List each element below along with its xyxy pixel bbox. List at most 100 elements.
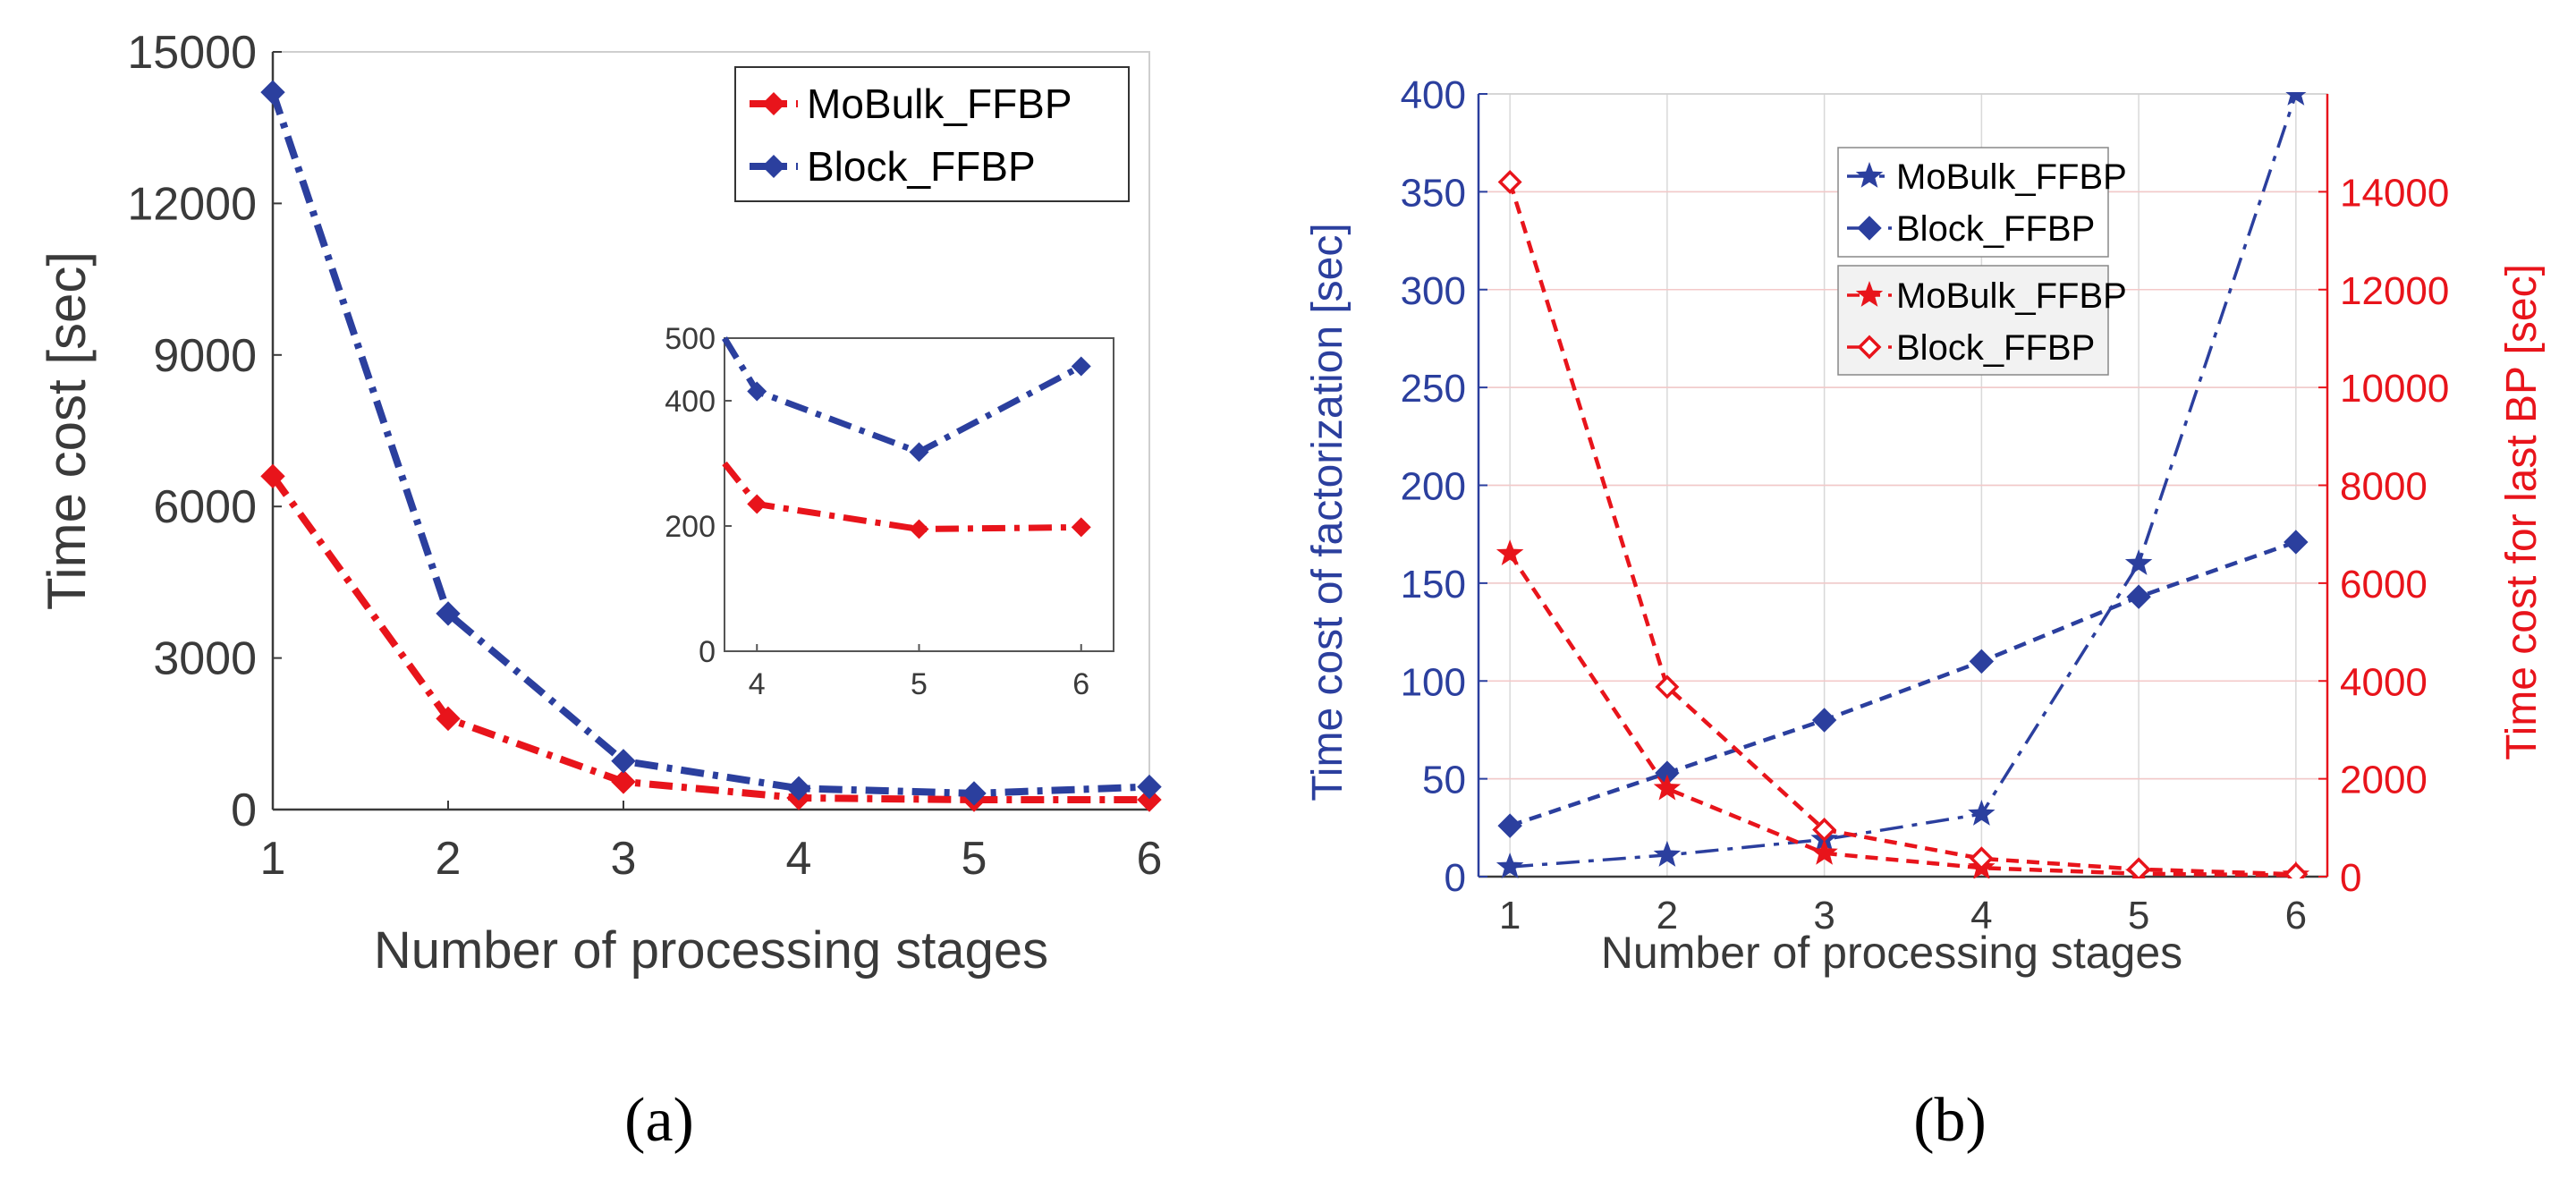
legend-marker-a — [762, 92, 785, 115]
x-tick-label-b: 2 — [1657, 894, 1678, 937]
inset-data-point — [1071, 517, 1091, 538]
inset-data-point — [1071, 356, 1091, 377]
x-tick-label-a: 4 — [786, 833, 812, 885]
data-point-b — [2284, 530, 2309, 555]
x-tick-label-a: 6 — [1137, 833, 1163, 885]
data-point-a — [436, 601, 461, 626]
y-tick-label-left-b: 200 — [1401, 465, 1466, 509]
inset-y-tick-label: 200 — [665, 510, 716, 544]
legend-label-a: MoBulk_FFBP — [807, 81, 1072, 127]
x-tick-label-b: 5 — [2128, 894, 2149, 937]
y-tick-label-right-b: 10000 — [2340, 367, 2449, 411]
legend-marker-b — [1855, 281, 1884, 307]
data-point-b — [1812, 818, 1837, 842]
legend-label-b: MoBulk_FFBP — [1896, 157, 2127, 197]
y-tick-label-left-b: 0 — [1445, 856, 1466, 900]
data-point-b — [1497, 169, 1522, 194]
data-point-b — [1655, 674, 1680, 700]
y-tick-label-a: 12000 — [127, 178, 257, 230]
data-point-b — [2285, 92, 2307, 106]
y-tick-label-right-b: 6000 — [2340, 563, 2428, 606]
series-line-b — [1509, 539, 2297, 828]
y-tick-label-left-b: 250 — [1401, 367, 1466, 411]
data-point-a — [260, 80, 285, 105]
y-axis-label-left-b: Time cost of factorization [sec] — [1304, 223, 1352, 801]
data-point-b — [1810, 838, 1838, 865]
inset-series-line — [722, 336, 1083, 456]
data-point-b — [1497, 813, 1522, 838]
data-point-a — [436, 706, 461, 732]
y-tick-label-left-b: 150 — [1401, 563, 1466, 606]
series-line-b — [1509, 93, 2298, 869]
x-axis-label-a: Number of processing stages — [374, 921, 1048, 980]
y-tick-label-left-b: 50 — [1422, 759, 1466, 802]
inset-y-tick-label: 500 — [665, 322, 716, 356]
data-point-b — [1811, 708, 1837, 733]
data-point-a — [260, 463, 285, 489]
data-point-b — [1653, 840, 1682, 867]
inset-a: 4 5 6 0 200 400 500 — [665, 322, 1114, 701]
inset-data-point — [747, 494, 767, 514]
legend-marker-b — [1857, 216, 1882, 241]
data-point-b — [1968, 800, 1996, 826]
inset-x-tick-label: 5 — [911, 667, 928, 701]
series-group-b — [1496, 92, 2310, 878]
y-tick-label-right-b: 4000 — [2340, 660, 2428, 704]
data-point-a — [786, 776, 811, 801]
data-point-b — [2124, 549, 2153, 575]
legend-label-b: MoBulk_FFBP — [1896, 276, 2127, 316]
chart-b: 1 2 3 4 5 60501001502002503003504000200040006… — [1304, 73, 2546, 978]
inset-data-point — [747, 381, 767, 402]
inset-data-point — [909, 519, 929, 539]
y-tick-label-a: 0 — [231, 785, 257, 836]
y-tick-label-a: 15000 — [127, 27, 257, 79]
legend-label-b: Block_FFBP — [1896, 209, 2095, 249]
legend-label-a: Block_FFBP — [807, 143, 1036, 190]
y-axis-label-a: Time cost [sec] — [37, 251, 97, 610]
legend-box-a — [734, 66, 1130, 202]
y-tick-label-a: 3000 — [153, 633, 257, 685]
legend-marker-b — [1857, 335, 1882, 360]
series-line-a — [269, 473, 1149, 803]
inset-x-tick-label: 6 — [1072, 667, 1089, 701]
data-point-a — [1137, 787, 1162, 812]
x-tick-label-a: 5 — [962, 833, 987, 885]
y-tick-label-left-b: 400 — [1401, 73, 1466, 117]
legend-a: MoBulk_FFBP Block_FFBP — [734, 66, 1130, 202]
data-point-b — [2284, 861, 2309, 878]
legend-marker-a — [762, 155, 785, 178]
y-tick-label-left-b: 300 — [1401, 269, 1466, 313]
y-tick-label-right-b: 14000 — [2340, 171, 2449, 215]
x-tick-label-b: 6 — [2285, 894, 2307, 937]
inset-y-tick-label: 0 — [699, 635, 716, 669]
data-point-b — [1653, 774, 1682, 801]
x-axis-label-b: Number of processing stages — [1601, 928, 2182, 978]
y-tick-label-right-b: 0 — [2340, 856, 2361, 900]
legend-box-right-b — [1837, 265, 2109, 376]
y-tick-label-left-b: 100 — [1401, 660, 1466, 704]
data-point-b — [1969, 846, 1994, 871]
series-line-b — [1507, 181, 2296, 877]
legend-box-left-b — [1837, 147, 2109, 258]
data-point-b — [2126, 584, 2151, 609]
data-point-a — [611, 749, 636, 774]
y-tick-label-right-b: 8000 — [2340, 465, 2428, 509]
x-tick-label-a: 2 — [436, 833, 462, 885]
y-tick-label-right-b: 2000 — [2340, 759, 2428, 802]
x-tick-label-b: 1 — [1499, 894, 1521, 937]
data-point-b — [2126, 857, 2151, 878]
x-tick-label-a: 3 — [611, 833, 637, 885]
inset-frame — [724, 337, 1114, 652]
chart-a: 1 2 3 4 5 6 0 3000 6000 9000 12000 15000 Number of p… — [37, 27, 1162, 980]
x-tick-label-b: 3 — [1813, 894, 1835, 937]
caption-a: (a) — [624, 1086, 694, 1155]
data-point-a — [962, 781, 987, 806]
data-point-a — [1137, 774, 1162, 800]
inset-x-tick-label: 4 — [749, 667, 766, 701]
legend-marker-b — [1855, 162, 1884, 188]
x-tick-label-b: 4 — [1970, 894, 1992, 937]
y-axis-label-right-b: Time cost for last BP [sec] — [2498, 264, 2546, 760]
x-tick-label-a: 1 — [260, 833, 286, 885]
data-point-a — [611, 769, 636, 794]
